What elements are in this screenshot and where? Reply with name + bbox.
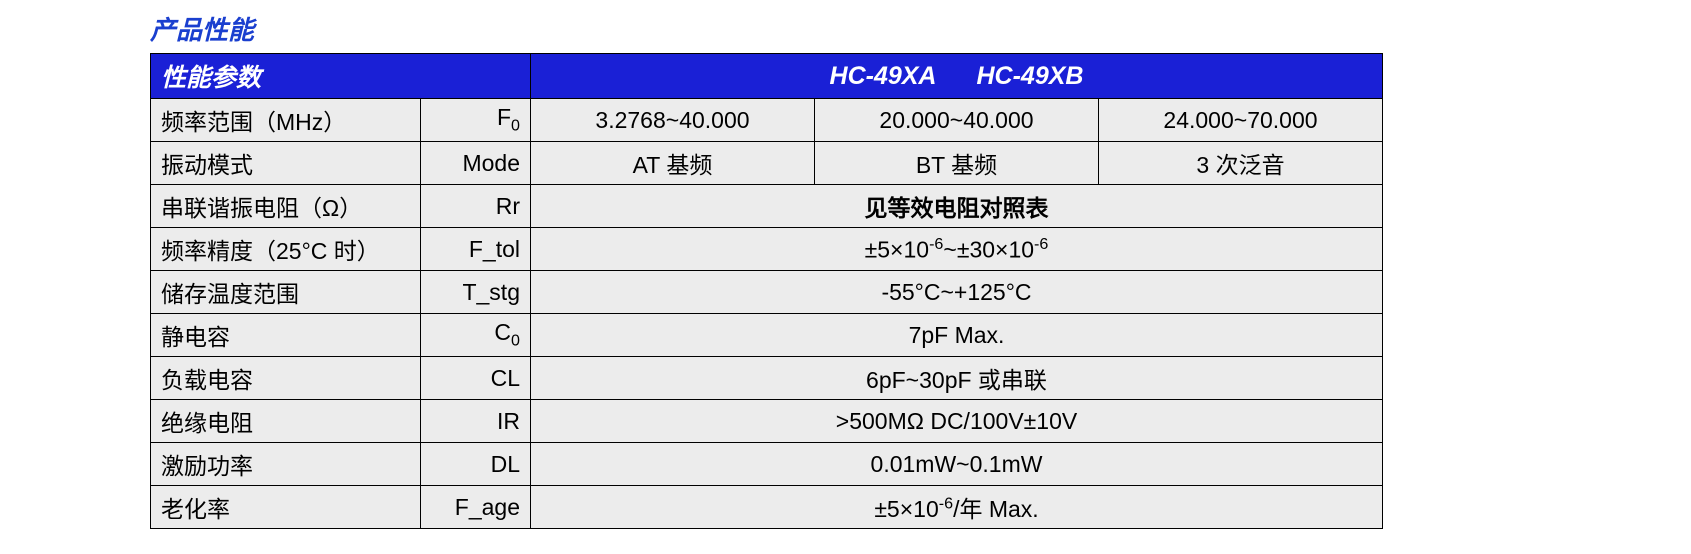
param-label: 老化率 bbox=[151, 486, 421, 529]
specs-table: 性能参数 HC-49XA HC-49XB 频率范围（MHz）F03.2768~40… bbox=[150, 53, 1383, 529]
param-label: 频率范围（MHz） bbox=[151, 99, 421, 142]
header-param: 性能参数 bbox=[151, 54, 531, 99]
param-label: 静电容 bbox=[151, 314, 421, 357]
param-value: -55°C~+125°C bbox=[531, 271, 1383, 314]
param-value: AT 基频 bbox=[531, 142, 815, 185]
param-symbol: T_stg bbox=[421, 271, 531, 314]
param-symbol: Mode bbox=[421, 142, 531, 185]
param-value: BT 基频 bbox=[815, 142, 1099, 185]
table-row: 激励功率DL0.01mW~0.1mW bbox=[151, 443, 1383, 486]
param-value: 7pF Max. bbox=[531, 314, 1383, 357]
param-symbol: F0 bbox=[421, 99, 531, 142]
table-row: 频率范围（MHz）F03.2768~40.00020.000~40.00024.… bbox=[151, 99, 1383, 142]
header-models: HC-49XA HC-49XB bbox=[531, 54, 1383, 99]
table-row: 老化率F_age±5×10-6/年 Max. bbox=[151, 486, 1383, 529]
param-label: 振动模式 bbox=[151, 142, 421, 185]
table-row: 储存温度范围T_stg-55°C~+125°C bbox=[151, 271, 1383, 314]
param-symbol: DL bbox=[421, 443, 531, 486]
param-label: 频率精度（25°C 时） bbox=[151, 228, 421, 271]
param-symbol: F_tol bbox=[421, 228, 531, 271]
param-symbol: C0 bbox=[421, 314, 531, 357]
param-symbol: Rr bbox=[421, 185, 531, 228]
param-label: 负载电容 bbox=[151, 357, 421, 400]
param-value: 24.000~70.000 bbox=[1099, 99, 1383, 142]
param-value: 0.01mW~0.1mW bbox=[531, 443, 1383, 486]
param-value: >500MΩ DC/100V±10V bbox=[531, 400, 1383, 443]
param-value: 3 次泛音 bbox=[1099, 142, 1383, 185]
param-symbol: F_age bbox=[421, 486, 531, 529]
header-model-b: HC-49XB bbox=[977, 62, 1084, 90]
param-value: ±5×10-6~±30×10-6 bbox=[531, 228, 1383, 271]
param-value: 见等效电阻对照表 bbox=[531, 185, 1383, 228]
param-value: 20.000~40.000 bbox=[815, 99, 1099, 142]
table-row: 频率精度（25°C 时）F_tol±5×10-6~±30×10-6 bbox=[151, 228, 1383, 271]
param-label: 激励功率 bbox=[151, 443, 421, 486]
table-row: 静电容C07pF Max. bbox=[151, 314, 1383, 357]
section-title: 产品性能 bbox=[150, 10, 1691, 47]
param-symbol: IR bbox=[421, 400, 531, 443]
table-row: 负载电容CL6pF~30pF 或串联 bbox=[151, 357, 1383, 400]
table-row: 振动模式ModeAT 基频BT 基频3 次泛音 bbox=[151, 142, 1383, 185]
param-label: 串联谐振电阻（Ω） bbox=[151, 185, 421, 228]
table-row: 串联谐振电阻（Ω）Rr见等效电阻对照表 bbox=[151, 185, 1383, 228]
table-row: 绝缘电阻IR>500MΩ DC/100V±10V bbox=[151, 400, 1383, 443]
table-header-row: 性能参数 HC-49XA HC-49XB bbox=[151, 54, 1383, 99]
param-value: 6pF~30pF 或串联 bbox=[531, 357, 1383, 400]
param-symbol: CL bbox=[421, 357, 531, 400]
param-label: 储存温度范围 bbox=[151, 271, 421, 314]
param-label: 绝缘电阻 bbox=[151, 400, 421, 443]
param-value: 3.2768~40.000 bbox=[531, 99, 815, 142]
param-value: ±5×10-6/年 Max. bbox=[531, 486, 1383, 529]
header-model-a: HC-49XA bbox=[830, 62, 937, 90]
